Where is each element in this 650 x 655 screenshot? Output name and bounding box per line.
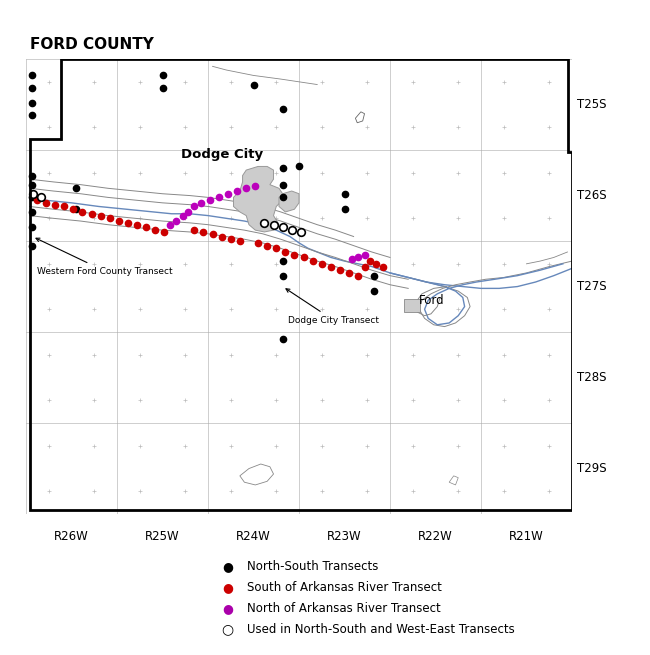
Text: Dodge City Transect: Dodge City Transect [286,289,379,325]
Text: ●: ● [222,602,233,615]
Text: T25S: T25S [577,98,607,111]
Text: R24W: R24W [236,531,271,544]
Text: T29S: T29S [577,462,607,475]
Bar [404,299,420,312]
Text: T28S: T28S [577,371,607,384]
Text: North-South Transects: North-South Transects [247,560,378,573]
Text: ○: ○ [222,622,233,637]
Text: FORD COUNTY: FORD COUNTY [30,37,153,52]
Text: T27S: T27S [577,280,607,293]
Text: R22W: R22W [418,531,453,544]
Text: North of Arkansas River Transect: North of Arkansas River Transect [247,602,441,615]
Text: Used in North-South and West-East Transects: Used in North-South and West-East Transe… [247,623,515,636]
Text: R25W: R25W [145,531,180,544]
Text: South of Arkansas River Transect: South of Arkansas River Transect [247,581,442,594]
Text: ●: ● [222,581,233,594]
Text: ●: ● [222,560,233,573]
Text: Western Ford County Transect: Western Ford County Transect [36,238,172,276]
Text: R21W: R21W [509,531,544,544]
Text: T26S: T26S [577,189,607,202]
Polygon shape [279,191,299,212]
Text: R26W: R26W [54,531,89,544]
Polygon shape [233,166,283,232]
Text: R23W: R23W [327,531,362,544]
Text: Dodge City: Dodge City [181,148,263,161]
Text: Ford: Ford [419,293,445,307]
